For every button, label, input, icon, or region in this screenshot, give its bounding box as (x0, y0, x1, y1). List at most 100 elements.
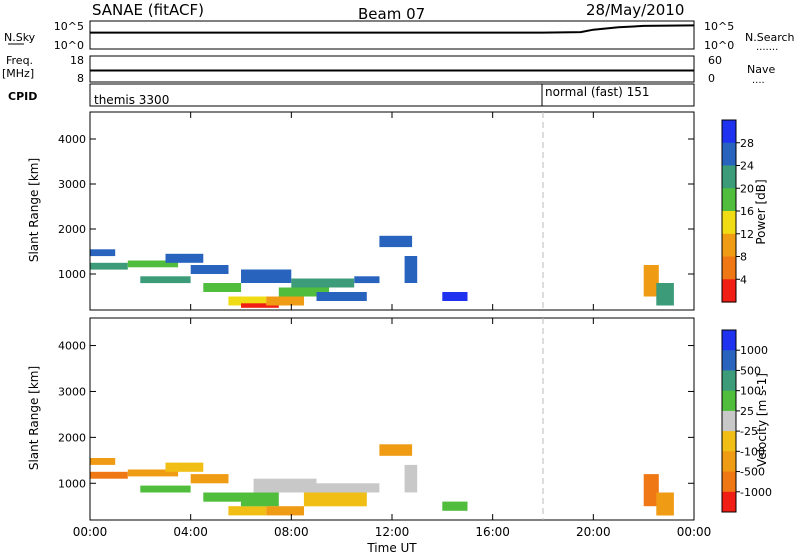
colorbar-tick-label-1: 8 (740, 251, 747, 264)
colorbar-tick-label-3: 16 (740, 205, 754, 218)
scatter-patch-14 (404, 464, 418, 493)
scatter-patch-18 (643, 265, 659, 297)
y-tick-label-0: 1000 (58, 477, 86, 490)
scatter-patch-15 (379, 235, 413, 248)
noise-left-tick-top: 10^5 (54, 20, 84, 33)
power-ylabel: Slant Range [km] (27, 158, 41, 262)
colorbar-tick-label-7: -1000 (740, 486, 772, 499)
colorbar-swatch-0 (722, 120, 736, 144)
scatter-patch-17 (442, 292, 468, 301)
scatter-patch-3 (165, 462, 204, 472)
scatter-patch-16 (404, 256, 418, 283)
colorbar-tick-label-5: -100 (740, 445, 765, 458)
scatter-patch-10 (241, 269, 292, 283)
y-tick-label-1: 2000 (58, 223, 86, 236)
time-axis-label: Time UT (366, 541, 417, 554)
x-tick-label-1: 04:00 (173, 525, 208, 539)
freq-label: Freq. (6, 54, 33, 67)
colorbar-tick-label-4: -25 (740, 425, 758, 438)
x-tick-label-2: 08:00 (274, 525, 309, 539)
noise-left-tick-bottom: 10^0 (54, 39, 84, 52)
radar-title: SANAE (fitACF) (92, 1, 204, 19)
x-tick-label-6: 00:00 (677, 525, 712, 539)
scatter-patch-17 (656, 492, 674, 516)
colorbar-tick-label-2: 100 (740, 385, 761, 398)
nave-label: Nave (747, 63, 775, 76)
colorbar-swatch-5 (722, 233, 736, 258)
scatter-patch-8 (241, 492, 279, 507)
scatter-patch-5 (190, 265, 229, 274)
scatter-patch-19 (656, 283, 674, 306)
power-colorbar: 4 8 12 16 20 24 28 (721, 119, 754, 303)
cpid-label: CPID (8, 90, 37, 103)
colorbar-tick-label-5: 24 (740, 160, 754, 173)
freq-unit-label: [MHz] (2, 67, 34, 80)
freq-left-tick-top: 18 (70, 54, 84, 67)
scatter-patch-1 (90, 262, 128, 270)
noise-right-tick-bottom: 10^0 (704, 39, 734, 52)
colorbar-tick-label-0: 1000 (740, 344, 768, 357)
y-tick-label-1: 2000 (58, 431, 86, 444)
colorbar-swatch-7 (722, 279, 736, 303)
scatter-patch-6 (203, 283, 242, 292)
colorbar-swatch-4 (722, 211, 736, 235)
scatter-patch-9 (266, 296, 304, 306)
scatter-patch-2 (127, 469, 179, 477)
time-axis: 00:00 04:00 08:00 12:00 16:00 20:00 00:00 (73, 112, 712, 539)
velocity-scatter (90, 444, 674, 516)
scatter-patch-12 (291, 278, 355, 288)
colorbar-tick-label-6: -500 (740, 466, 765, 479)
date-label: 28/May/2010 (586, 1, 684, 19)
colorbar-tick-label-0: 4 (740, 273, 747, 286)
scatter-patch-11 (303, 492, 367, 507)
cpid-mode-1: themis 3300 (94, 93, 169, 107)
colorbar-tick-label-1: 500 (740, 364, 761, 377)
freq-left-tick-bottom: 8 (77, 72, 84, 85)
colorbar-swatch-1 (722, 142, 736, 167)
scatter-patch-4 (140, 276, 191, 284)
scatter-patch-7 (228, 296, 267, 306)
x-tick-label-3: 12:00 (375, 525, 410, 539)
colorbar-swatch-7 (722, 471, 736, 493)
colorbar-swatch-3 (722, 390, 736, 412)
scatter-patch-0 (90, 458, 116, 465)
scatter-patch-13 (379, 444, 413, 456)
colorbar-tick-label-6: 28 (740, 137, 754, 150)
power-scatter (90, 235, 674, 308)
scatter-patch-5 (190, 474, 229, 484)
power-yaxis: 1000 2000 3000 4000 (58, 133, 694, 281)
y-tick-label-2: 3000 (58, 385, 86, 398)
y-tick-label-3: 4000 (58, 133, 86, 146)
x-tick-label-4: 16:00 (475, 525, 510, 539)
scatter-patch-14 (354, 276, 380, 284)
scatter-patch-10 (253, 478, 317, 493)
scatter-patch-13 (316, 292, 367, 301)
y-tick-label-2: 3000 (58, 178, 86, 191)
colorbar-swatch-1 (722, 350, 736, 371)
x-tick-label-0: 00:00 (73, 525, 108, 539)
velocity-colorbar-label: Velocity [m s-1] (755, 373, 769, 467)
nsearch-label: N.Search (745, 31, 795, 44)
cpid-mode-2: normal (fast) 151 (545, 85, 649, 99)
colorbar-tick-label-4: 20 (740, 182, 754, 195)
scatter-patch-3 (165, 253, 204, 263)
scatter-patch-8 (241, 303, 279, 308)
scatter-patch-11 (278, 287, 330, 297)
scatter-patch-7 (228, 506, 267, 516)
colorbar-swatch-2 (722, 370, 736, 392)
scatter-patch-6 (203, 492, 242, 502)
colorbar-tick-label-3: 25 (740, 405, 754, 418)
power-colorbar-label: Power [dB] (754, 179, 768, 244)
scatter-patch-16 (643, 474, 659, 507)
nave-dots: .... (752, 75, 765, 86)
velocity-colorbar: 1000 500 100 25 -25 -100 -500 -1000 (721, 329, 772, 513)
x-tick-label-5: 20:00 (576, 525, 611, 539)
colorbar-swatch-0 (722, 330, 736, 351)
colorbar-swatch-6 (722, 256, 736, 280)
scatter-patch-2 (127, 260, 179, 268)
y-tick-label-3: 4000 (58, 340, 86, 353)
noise-right-tick-top: 10^5 (704, 20, 734, 33)
scatter-patch-1 (90, 471, 128, 479)
nsearch-dots: ....... (756, 42, 778, 53)
